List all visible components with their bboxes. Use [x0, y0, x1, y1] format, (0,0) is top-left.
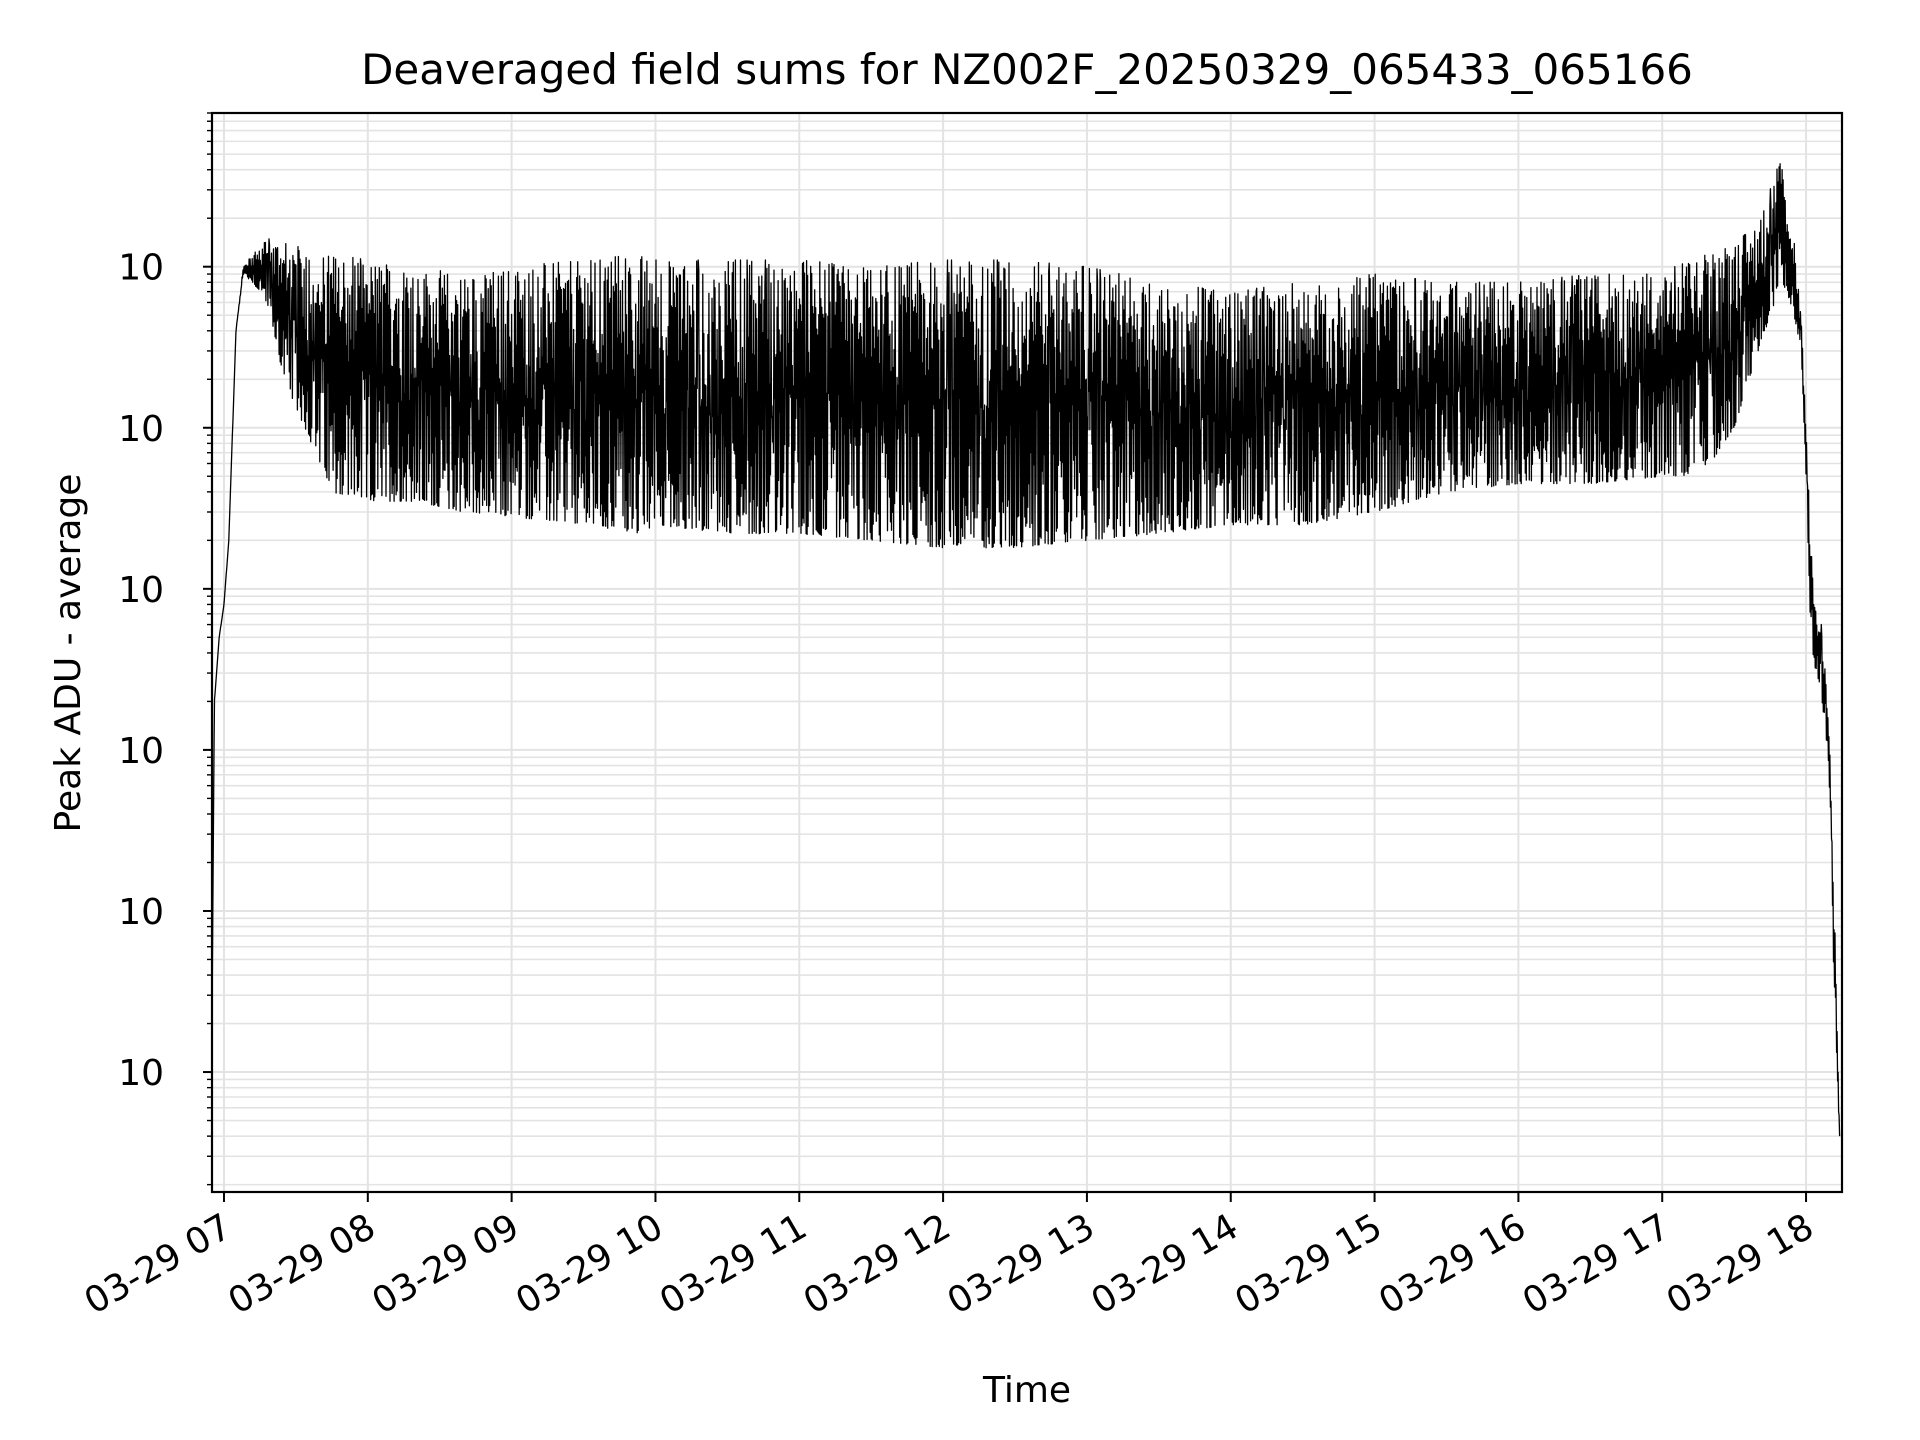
y-tick-label: 10: [118, 570, 164, 611]
chart-title: Deaveraged field sums for NZ002F_2025032…: [361, 45, 1693, 94]
series-layer: [211, 163, 1841, 1137]
y-tick-label: 10: [118, 892, 164, 933]
y-axis: 101102103104105106: [118, 112, 212, 1186]
x-axis-label: Time: [982, 1370, 1071, 1411]
y-tick-label: 10: [118, 731, 164, 772]
y-tick-label: 10: [118, 1053, 164, 1094]
series-line: [211, 163, 1841, 1137]
y-axis-label: Peak ADU - average: [48, 474, 89, 833]
y-tick-label: 10: [118, 409, 164, 450]
y-tick-label: 10: [118, 248, 164, 289]
